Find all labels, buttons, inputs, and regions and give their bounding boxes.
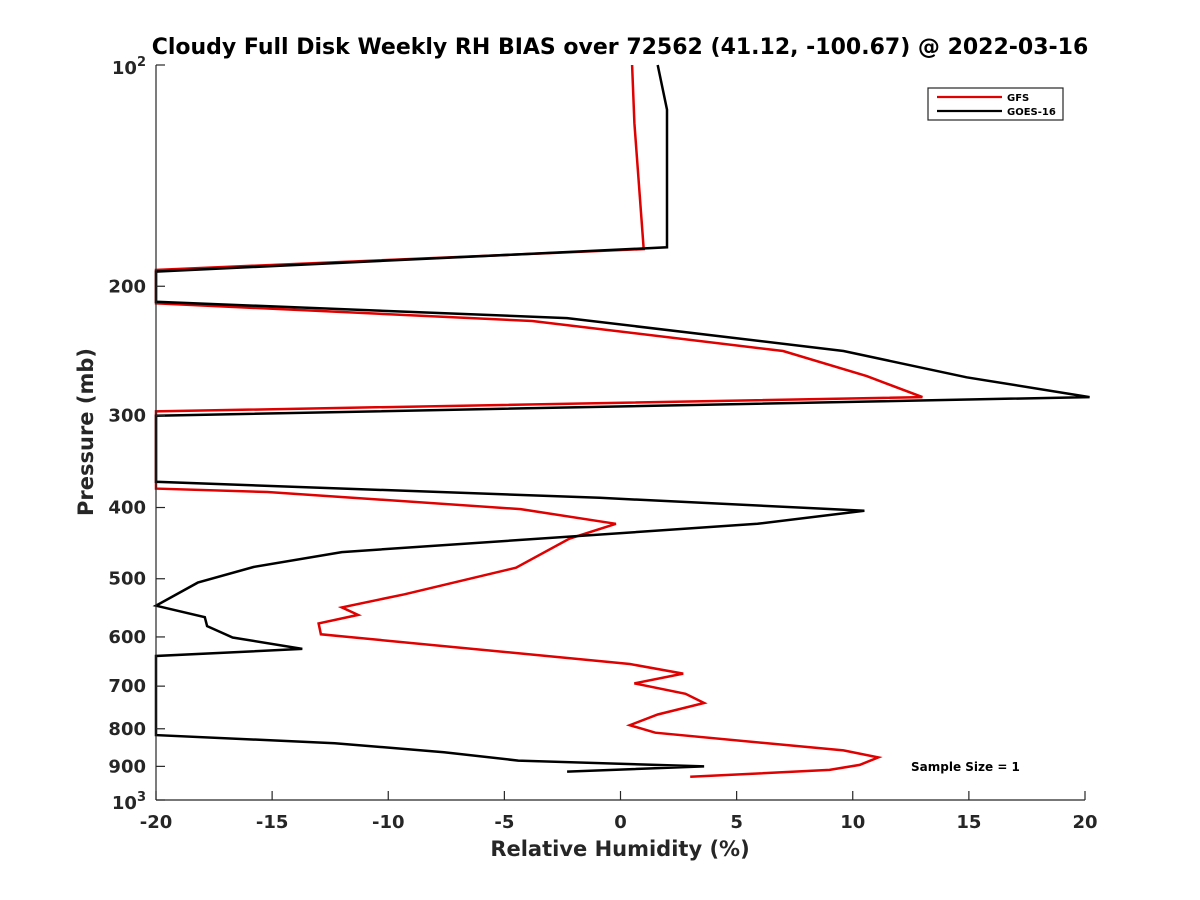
x-tick-label: -15 — [256, 812, 289, 833]
chart-legend: GFS GOES-16 — [927, 87, 1064, 121]
series-layer — [152, 64, 1090, 779]
legend-label-gfs: GFS — [1007, 93, 1029, 104]
y-tick-label: 600 — [108, 627, 146, 648]
y-tick-label: 200 — [108, 276, 146, 297]
legend-label-goes16: GOES-16 — [1007, 107, 1056, 118]
series-line-gfs — [154, 64, 923, 779]
x-axis-label: Relative Humidity (%) — [490, 837, 749, 861]
x-tick-label: 15 — [956, 812, 981, 833]
legend-box — [927, 87, 1064, 121]
y-tick-label: 700 — [108, 676, 146, 697]
y-tick-label: 300 — [108, 406, 146, 427]
y-tick-label: 400 — [108, 498, 146, 519]
y-axis-ticks: 200 300 400 500 600 700 800 900 102 103 — [108, 55, 165, 814]
x-tick-label: 20 — [1072, 812, 1097, 833]
x-tick-label: 5 — [730, 812, 743, 833]
sample-size-annotation: Sample Size = 1 — [911, 760, 1020, 774]
y-tick-label: 800 — [108, 719, 146, 740]
series-line-goes16 — [152, 64, 1090, 773]
x-tick-label: -5 — [494, 812, 514, 833]
y-tick-label: 900 — [108, 756, 146, 777]
y-tick-label: 102 — [112, 55, 146, 79]
y-tick-label: 500 — [108, 569, 146, 590]
y-tick-label: 103 — [112, 790, 146, 814]
chart-title: Cloudy Full Disk Weekly RH BIAS over 725… — [152, 35, 1089, 60]
y-axis-label: Pressure (mb) — [74, 348, 98, 516]
x-axis-ticks: -20 -15 -10 -5 0 5 10 15 20 — [140, 791, 1098, 833]
x-tick-label: 0 — [614, 812, 627, 833]
x-tick-label: -20 — [140, 812, 173, 833]
x-tick-label: 10 — [840, 812, 865, 833]
x-tick-label: -10 — [372, 812, 405, 833]
